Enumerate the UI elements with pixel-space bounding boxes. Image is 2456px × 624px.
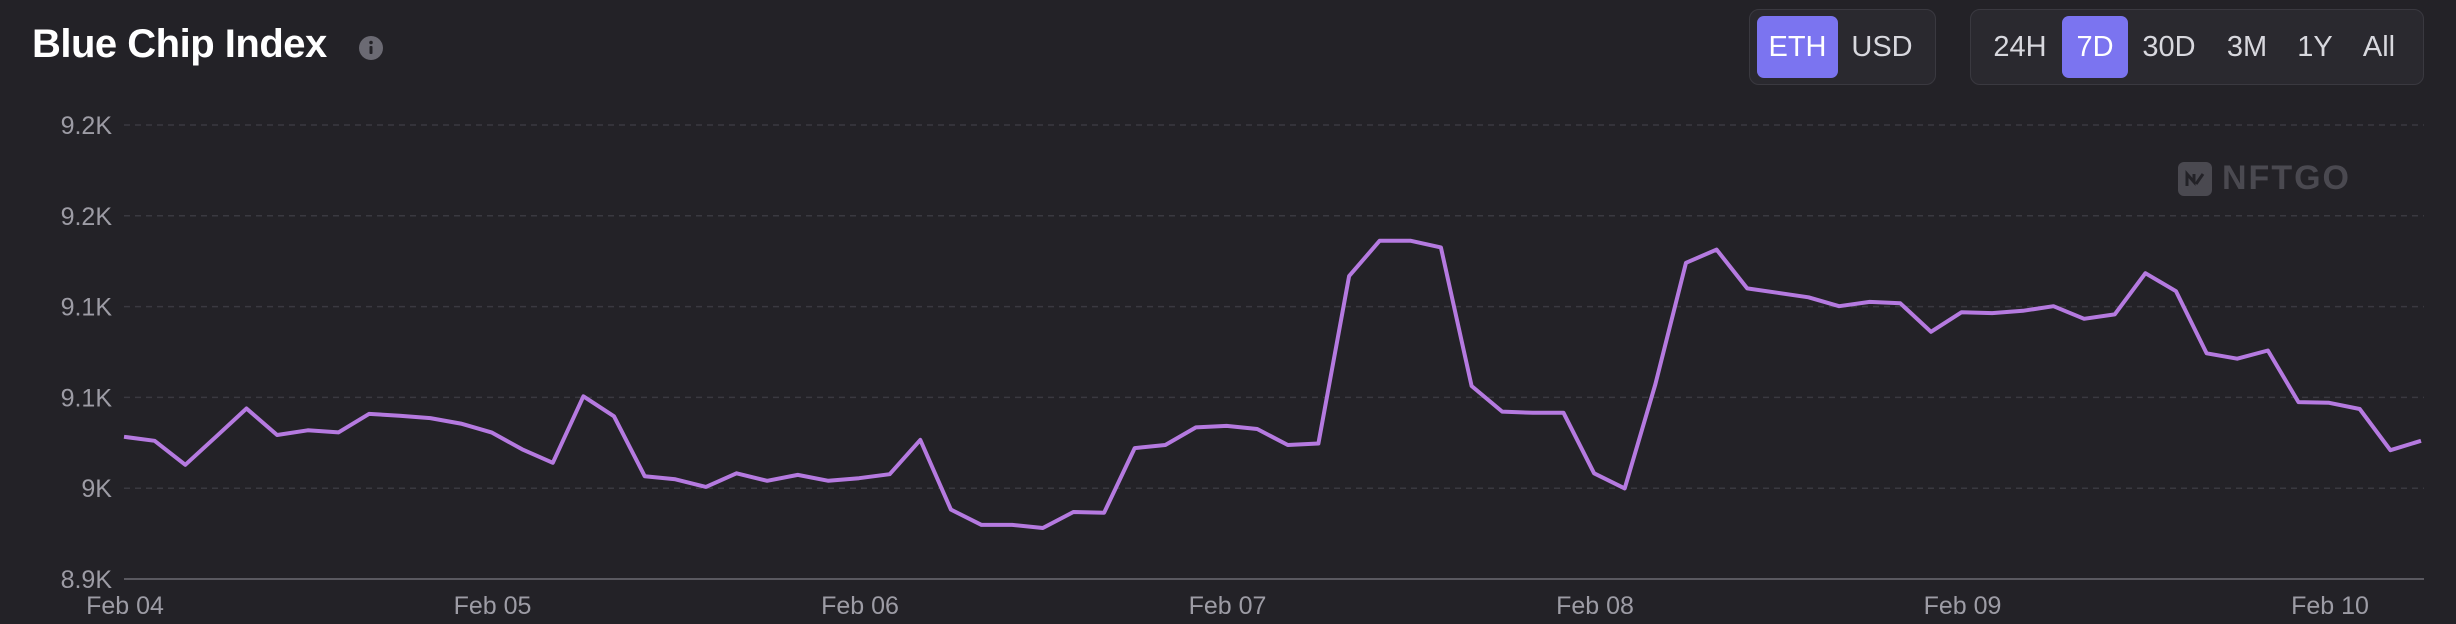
y-tick-label: 9.1K bbox=[61, 384, 113, 412]
x-tick-label: Feb 04 bbox=[86, 592, 164, 620]
x-tick-label: Feb 07 bbox=[1189, 592, 1267, 620]
y-tick-label: 9.2K bbox=[61, 203, 113, 231]
nftgo-logo-icon bbox=[2178, 161, 2212, 196]
currency-eth-button[interactable]: ETH bbox=[1757, 16, 1838, 78]
range-30d-button[interactable]: 30D bbox=[2142, 30, 2196, 63]
currency-usd-button[interactable]: USD bbox=[1851, 30, 1913, 63]
y-axis-ticks: 8.9K 9K 9.1K 9.1K 9.2K 9.2K bbox=[61, 112, 113, 594]
watermark-text: NFTGO bbox=[2222, 159, 2351, 197]
x-tick-label: Feb 06 bbox=[821, 592, 899, 620]
x-tick-label: Feb 05 bbox=[454, 592, 532, 620]
y-tick-label: 9.2K bbox=[61, 112, 113, 140]
page-title: Blue Chip Index bbox=[32, 22, 327, 66]
y-tick-label: 9K bbox=[81, 475, 112, 503]
range-24h-button[interactable]: 24H bbox=[1993, 30, 2047, 63]
range-3m-button[interactable]: 3M bbox=[2226, 30, 2268, 63]
range-7d-button[interactable]: 7D bbox=[2062, 16, 2128, 78]
currency-toggle: ETH USD bbox=[1749, 9, 1936, 85]
y-tick-label: 8.9K bbox=[61, 566, 113, 594]
x-tick-label: Feb 08 bbox=[1556, 592, 1634, 620]
series-line bbox=[123, 238, 2422, 530]
chart-gridlines bbox=[124, 124, 2424, 489]
info-icon[interactable] bbox=[358, 35, 384, 61]
nftgo-watermark: NFTGO bbox=[2178, 159, 2351, 198]
y-tick-label: 9.1K bbox=[61, 294, 113, 322]
range-1y-button[interactable]: 1Y bbox=[2297, 30, 2333, 63]
range-all-button[interactable]: All bbox=[2362, 30, 2396, 63]
x-tick-label: Feb 10 bbox=[2291, 592, 2369, 620]
x-axis-ticks: Feb 04 Feb 05 Feb 06 Feb 07 Feb 08 Feb 09 Feb … bbox=[86, 592, 2369, 620]
time-range-toggle: 24H 7D 30D 3M 1Y All bbox=[1970, 9, 2424, 85]
x-tick-label: Feb 09 bbox=[1924, 592, 2002, 620]
